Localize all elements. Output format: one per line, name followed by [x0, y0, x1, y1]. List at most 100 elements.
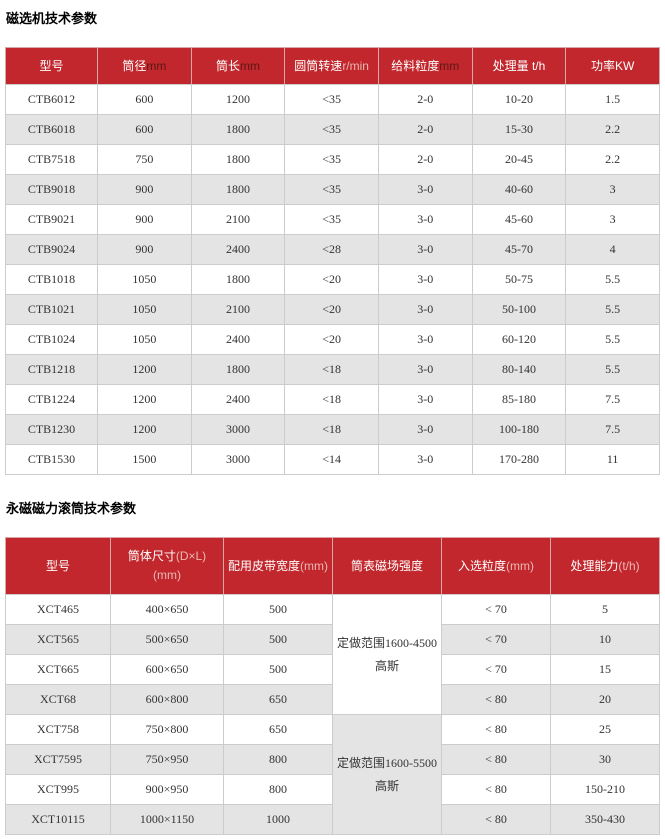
column-header: 处理量 t/h [471, 47, 567, 85]
column-header-text: (D×L) [175, 549, 207, 564]
table-row: CTB1230 1200 3000 <18 3-0 100-180 7.5 [5, 414, 660, 445]
column-header-text: 型号 [45, 558, 70, 573]
table-row: XCT995 900×950 800 < 80 150-210 [5, 774, 660, 805]
table-cell: 85-180 [471, 384, 567, 415]
table-cell: XCT465 [5, 594, 111, 625]
merged-cell: 定做范围1600-4500 高斯 [332, 594, 442, 715]
table-cell: < 80 [441, 744, 551, 775]
column-header-line: 筒表磁场强度 [335, 557, 439, 576]
table-cell: 3-0 [377, 444, 473, 475]
column-header-line: 筒径mm [100, 57, 189, 76]
table-cell: 25 [550, 714, 660, 745]
table-cell: 350-430 [550, 804, 660, 835]
xct-magnetic-pulley-table: 型号 筒体尺寸(D×L) (mm) 配用皮带宽度(mm) 筒表磁场强度 入选粒度(mm) 处… [5, 537, 660, 835]
table-row: XCT565 500×650 500 < 70 10 [5, 624, 660, 655]
column-header: 型号 [5, 47, 98, 85]
table-cell: 600×650 [110, 654, 224, 685]
column-header-line: 筒体尺寸(D×L) [113, 547, 221, 566]
table-cell: 1.5 [565, 84, 660, 115]
table-cell: 15 [550, 654, 660, 685]
ctb-magnetic-separator-table: 型号 筒径mm 筒长mm 圆筒转速r/min 给料粒度mm 处理量 t/h 功率KW CTB6… [5, 47, 660, 475]
table-row: CTB1218 1200 1800 <18 3-0 80-140 5.5 [5, 354, 660, 385]
column-header-text: r/min [342, 58, 369, 73]
table-cell: <35 [284, 204, 379, 235]
column-header-text: 圆筒转速 [294, 58, 343, 73]
table-cell: 45-60 [471, 204, 567, 235]
table-row: CTB1530 1500 3000 <14 3-0 170-280 11 [5, 444, 660, 475]
table-row: CTB9021 900 2100 <35 3-0 45-60 3 [5, 204, 660, 235]
column-header-text: 功率KW [590, 58, 635, 73]
table-cell: 2400 [190, 324, 286, 355]
column-header: 筒径mm [97, 47, 192, 85]
table-row: XCT758 750×800 650 定做范围1600-5500 高斯 < 80 25 [5, 714, 660, 835]
table-cell: <20 [284, 324, 379, 355]
column-header: 入选粒度(mm) [441, 537, 551, 595]
column-header-text: 给料粒度 [391, 58, 440, 73]
column-header-text: 配用皮带宽度 [228, 558, 301, 573]
table-row: CTB1021 1050 2100 <20 3-0 50-100 5.5 [5, 294, 660, 325]
table-cell: 3000 [190, 444, 286, 475]
table-cell: CTB7518 [5, 144, 98, 175]
table-cell: 45-70 [471, 234, 567, 265]
table-cell: 20 [550, 684, 660, 715]
merged-cell-line2: 高斯 [374, 658, 399, 673]
table-cell: 3-0 [377, 264, 473, 295]
table-cell: 80-140 [471, 354, 567, 385]
table-cell: < 80 [441, 714, 551, 745]
column-header-text: 筒体尺寸 [127, 549, 176, 564]
column-header-text: (mm) [506, 558, 534, 573]
table-cell: 900 [97, 174, 192, 205]
table-cell: CTB1024 [5, 324, 98, 355]
table-cell: 3-0 [377, 204, 473, 235]
column-header-line: 型号 [8, 557, 108, 576]
table-cell: CTB9021 [5, 204, 98, 235]
table-cell: CTB1230 [5, 414, 98, 445]
table-cell: 600 [97, 114, 192, 145]
table-cell: 40-60 [471, 174, 567, 205]
table-cell: 750 [97, 144, 192, 175]
column-header-line: 处理能力(t/h) [553, 557, 657, 576]
table-cell: <18 [284, 354, 379, 385]
table-cell: XCT758 [5, 714, 111, 745]
table-cell: 2-0 [377, 144, 473, 175]
table-cell: 50-100 [471, 294, 567, 325]
table-row: XCT7595 750×950 800 < 80 30 [5, 744, 660, 775]
column-header: 处理能力(t/h) [550, 537, 660, 595]
table-cell: 3 [565, 204, 660, 235]
column-header-line: 筒长mm [194, 57, 283, 76]
table-cell: 3-0 [377, 234, 473, 265]
table-cell: 10-20 [471, 84, 567, 115]
table-cell: 60-120 [471, 324, 567, 355]
column-header-line: 入选粒度(mm) [444, 557, 548, 576]
table-cell: 2.2 [565, 114, 660, 145]
table-cell: 500 [223, 624, 333, 655]
table-cell: XCT565 [5, 624, 111, 655]
merged-cell-line1: 定做范围1600-4500 [337, 635, 437, 650]
table-cell: 1200 [97, 354, 192, 385]
header-row: 型号 筒径mm 筒长mm 圆筒转速r/min 给料粒度mm 处理量 t/h 功率KW [5, 47, 660, 85]
table-cell: <20 [284, 264, 379, 295]
column-header: 给料粒度mm [377, 47, 473, 85]
table-cell: 1800 [190, 264, 286, 295]
table-cell: 2-0 [377, 114, 473, 145]
column-header-line: (mm) [113, 566, 221, 585]
table-cell: 3-0 [377, 354, 473, 385]
column-header-text: 处理能力 [570, 558, 619, 573]
table-cell: CTB6012 [5, 84, 98, 115]
table-cell: 600 [97, 84, 192, 115]
table-cell: CTB1224 [5, 384, 98, 415]
table-cell: <18 [284, 414, 379, 445]
table-cell: 3000 [190, 414, 286, 445]
table-cell: <35 [284, 174, 379, 205]
table-cell: 1800 [190, 354, 286, 385]
table-cell: 3-0 [377, 294, 473, 325]
table-cell: 170-280 [471, 444, 567, 475]
table-cell: 1500 [97, 444, 192, 475]
table-cell: 800 [223, 774, 333, 805]
merged-cell-line2: 高斯 [374, 778, 399, 793]
table-cell: < 80 [441, 684, 551, 715]
table-cell: 11 [565, 444, 660, 475]
table-cell: <35 [284, 84, 379, 115]
table-cell: 400×650 [110, 594, 224, 625]
